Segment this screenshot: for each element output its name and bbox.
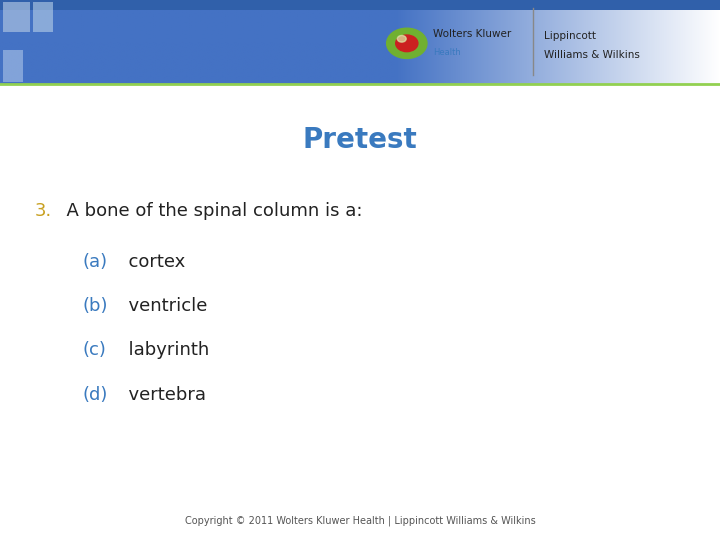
Text: (c): (c) <box>83 341 107 360</box>
Text: (a): (a) <box>83 253 108 271</box>
Text: ventricle: ventricle <box>117 297 208 315</box>
Circle shape <box>387 28 427 58</box>
Text: cortex: cortex <box>117 253 186 271</box>
Text: vertebra: vertebra <box>117 386 207 404</box>
FancyBboxPatch shape <box>3 2 30 32</box>
Text: Health: Health <box>433 48 462 57</box>
FancyBboxPatch shape <box>33 2 53 32</box>
Text: 3.: 3. <box>35 201 52 220</box>
Text: (d): (d) <box>83 386 108 404</box>
Circle shape <box>397 36 406 42</box>
FancyBboxPatch shape <box>0 0 720 10</box>
Text: Pretest: Pretest <box>302 126 418 154</box>
Text: Wolters Kluwer: Wolters Kluwer <box>433 29 512 39</box>
Text: Lippincott: Lippincott <box>544 31 595 42</box>
Text: Williams & Wilkins: Williams & Wilkins <box>544 50 639 60</box>
Text: labyrinth: labyrinth <box>117 341 210 360</box>
Text: Copyright © 2011 Wolters Kluwer Health | Lippincott Williams & Wilkins: Copyright © 2011 Wolters Kluwer Health |… <box>184 516 536 526</box>
FancyBboxPatch shape <box>3 50 23 82</box>
Text: (b): (b) <box>83 297 108 315</box>
Circle shape <box>396 35 418 52</box>
Text: A bone of the spinal column is a:: A bone of the spinal column is a: <box>55 201 362 220</box>
